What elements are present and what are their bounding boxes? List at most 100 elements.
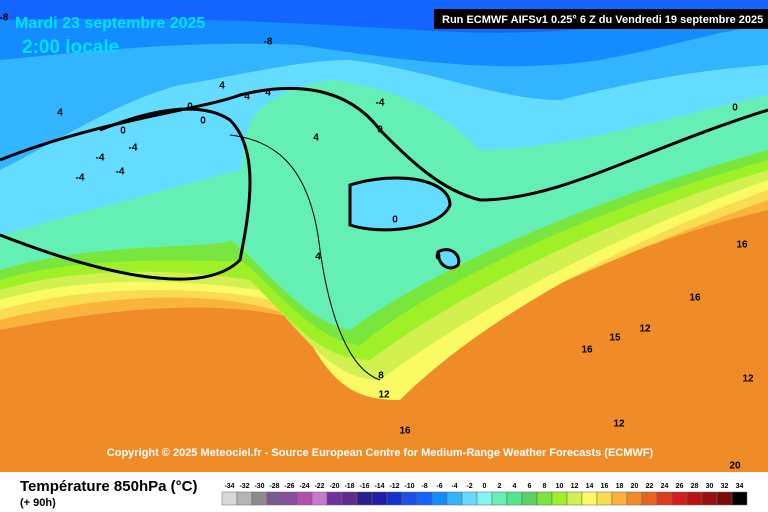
contour-label: 15 xyxy=(609,333,621,344)
legend-swatch xyxy=(326,491,343,506)
contour-label: 0 xyxy=(120,126,126,137)
legend-swatch xyxy=(521,491,538,506)
legend-swatch xyxy=(401,491,418,506)
legend-swatch xyxy=(716,491,733,506)
legend-label: -10 xyxy=(404,483,414,490)
legend-swatch xyxy=(506,491,523,506)
contour-label: 0 xyxy=(435,252,441,263)
legend-swatch xyxy=(731,491,748,506)
contour-label: -4 xyxy=(116,167,125,178)
legend-swatch xyxy=(311,491,328,506)
contour-label: 4 xyxy=(244,92,250,103)
legend-label: 8 xyxy=(543,483,547,490)
contour-label: 0 xyxy=(732,103,738,114)
legend-swatch xyxy=(266,491,283,506)
legend-label: 0 xyxy=(483,483,487,490)
legend-label: -18 xyxy=(344,483,354,490)
legend-swatch xyxy=(416,491,433,506)
legend-label: 6 xyxy=(528,483,532,490)
contour-label: -4 xyxy=(96,153,105,164)
legend-label: 4 xyxy=(513,483,517,490)
legend-label: -26 xyxy=(284,483,294,490)
legend-label: 34 xyxy=(736,483,744,490)
date: Mardi 23 septembre 2025 xyxy=(15,15,205,32)
contour-4-line xyxy=(229,134,381,381)
legend-label: -6 xyxy=(436,483,442,490)
legend-label: -34 xyxy=(224,483,234,490)
legend-swatch xyxy=(611,491,628,506)
contour-label: -4 xyxy=(76,173,85,184)
contour-label: 16 xyxy=(736,240,748,251)
legend-label: 24 xyxy=(661,483,669,490)
legend-swatch xyxy=(461,491,478,506)
legend-label: -16 xyxy=(359,483,369,490)
legend-swatch xyxy=(551,491,568,506)
legend-swatch xyxy=(386,491,403,506)
contour-label: 0 xyxy=(200,116,206,127)
legend-swatch xyxy=(221,491,238,506)
legend-label: 12 xyxy=(571,483,579,490)
contour-label: 16 xyxy=(689,293,701,304)
legend-swatch xyxy=(236,491,253,506)
contour-label: 12 xyxy=(378,390,390,401)
contour-label: -4 xyxy=(129,143,138,154)
legend-label: -12 xyxy=(389,483,399,490)
contour-label: 8 xyxy=(378,371,384,382)
legend-label: -24 xyxy=(299,483,309,490)
legend-swatch xyxy=(656,491,673,506)
legend-label: 20 xyxy=(631,483,639,490)
legend-label: 14 xyxy=(586,483,594,490)
contour-label: 12 xyxy=(742,374,754,385)
contour-label: 16 xyxy=(399,426,411,437)
legend-label: -30 xyxy=(254,483,264,490)
legend-label: -22 xyxy=(314,483,324,490)
contour-label: 4 xyxy=(265,88,271,99)
contour-label: 20 xyxy=(729,461,741,472)
legend-label: 2 xyxy=(498,483,502,490)
footer-title: Température 850hPa (°C) xyxy=(20,478,197,495)
legend-swatch xyxy=(356,491,373,506)
run-box xyxy=(434,9,768,29)
legend-swatch xyxy=(446,491,463,506)
contour-0 xyxy=(348,176,452,232)
contour-label: -8 xyxy=(0,13,9,24)
legend-swatch xyxy=(671,491,688,506)
contour-label: -8 xyxy=(264,37,273,48)
legend-label: 26 xyxy=(676,483,684,490)
contour-label: 0 xyxy=(377,125,383,136)
time: 2:00 locale xyxy=(22,37,119,58)
run-info: Run ECMWF AIFSv1 0.25° 6 Z du Vendredi 1… xyxy=(442,14,763,26)
contour-label: 0 xyxy=(392,215,398,226)
legend-swatch xyxy=(686,491,703,506)
contour-label: 4 xyxy=(57,108,63,119)
contour-label: 4 xyxy=(219,81,225,92)
contour-0-line xyxy=(0,86,768,281)
legend-label: -2 xyxy=(466,483,472,490)
legend-label: 30 xyxy=(706,483,714,490)
legend-label: -14 xyxy=(374,483,384,490)
legend-swatch xyxy=(341,491,358,506)
contour-label: 12 xyxy=(639,324,651,335)
legend-swatch xyxy=(251,491,268,506)
legend-swatch xyxy=(491,491,508,506)
legend-label: -4 xyxy=(451,483,457,490)
legend-label: 16 xyxy=(601,483,609,490)
legend-swatch xyxy=(371,491,388,506)
contour-label: 4 xyxy=(313,133,319,144)
footer-lead: (+ 90h) xyxy=(20,497,56,509)
contour-label: 12 xyxy=(613,419,625,430)
legend-label: -8 xyxy=(421,483,427,490)
legend-swatch xyxy=(701,491,718,506)
legend-label: -28 xyxy=(269,483,279,490)
contour-label: 4 xyxy=(315,252,321,263)
legend-swatch xyxy=(476,491,493,506)
legend-label: 28 xyxy=(691,483,699,490)
copyright: Copyright © 2025 Meteociel.fr - Source E… xyxy=(107,447,654,459)
legend-swatch xyxy=(566,491,583,506)
legend-swatch xyxy=(296,491,313,506)
contour-label: -4 xyxy=(376,98,385,109)
legend-swatch xyxy=(431,491,448,506)
contour-label: 16 xyxy=(581,345,593,356)
contour-0 xyxy=(436,248,461,270)
